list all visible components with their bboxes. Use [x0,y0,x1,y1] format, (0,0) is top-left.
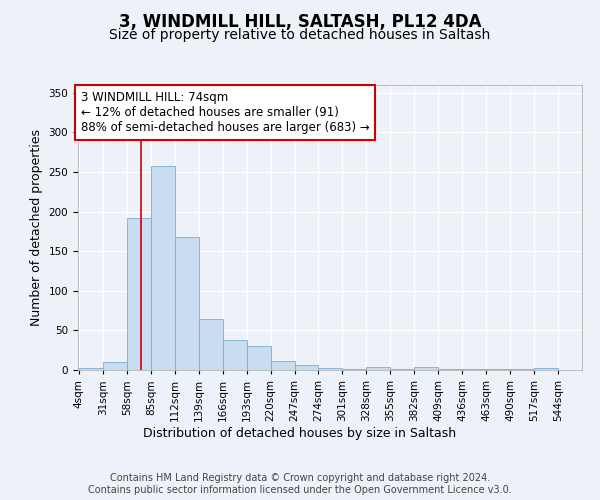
Bar [510,369,534,370]
Bar [127,218,151,370]
Bar [247,346,271,370]
Bar [223,340,247,370]
Text: Contains HM Land Registry data © Crown copyright and database right 2024.
Contai: Contains HM Land Registry data © Crown c… [88,474,512,495]
Bar [486,369,510,370]
Bar [295,365,319,370]
Bar [103,362,127,370]
Bar [391,369,414,370]
Bar [343,369,367,370]
Bar [367,367,391,370]
Bar [175,237,199,370]
Text: 3, WINDMILL HILL, SALTASH, PL12 4DA: 3, WINDMILL HILL, SALTASH, PL12 4DA [119,12,481,30]
Text: 3 WINDMILL HILL: 74sqm
← 12% of detached houses are smaller (91)
88% of semi-det: 3 WINDMILL HILL: 74sqm ← 12% of detached… [80,92,370,134]
Bar [414,367,438,370]
Bar [271,360,295,370]
Bar [319,368,343,370]
Bar [462,369,486,370]
Bar [534,368,558,370]
Y-axis label: Number of detached properties: Number of detached properties [30,129,43,326]
Bar [79,368,103,370]
Bar [151,166,175,370]
Bar [438,369,462,370]
Text: Size of property relative to detached houses in Saltash: Size of property relative to detached ho… [109,28,491,42]
Text: Distribution of detached houses by size in Saltash: Distribution of detached houses by size … [143,428,457,440]
Bar [199,318,223,370]
